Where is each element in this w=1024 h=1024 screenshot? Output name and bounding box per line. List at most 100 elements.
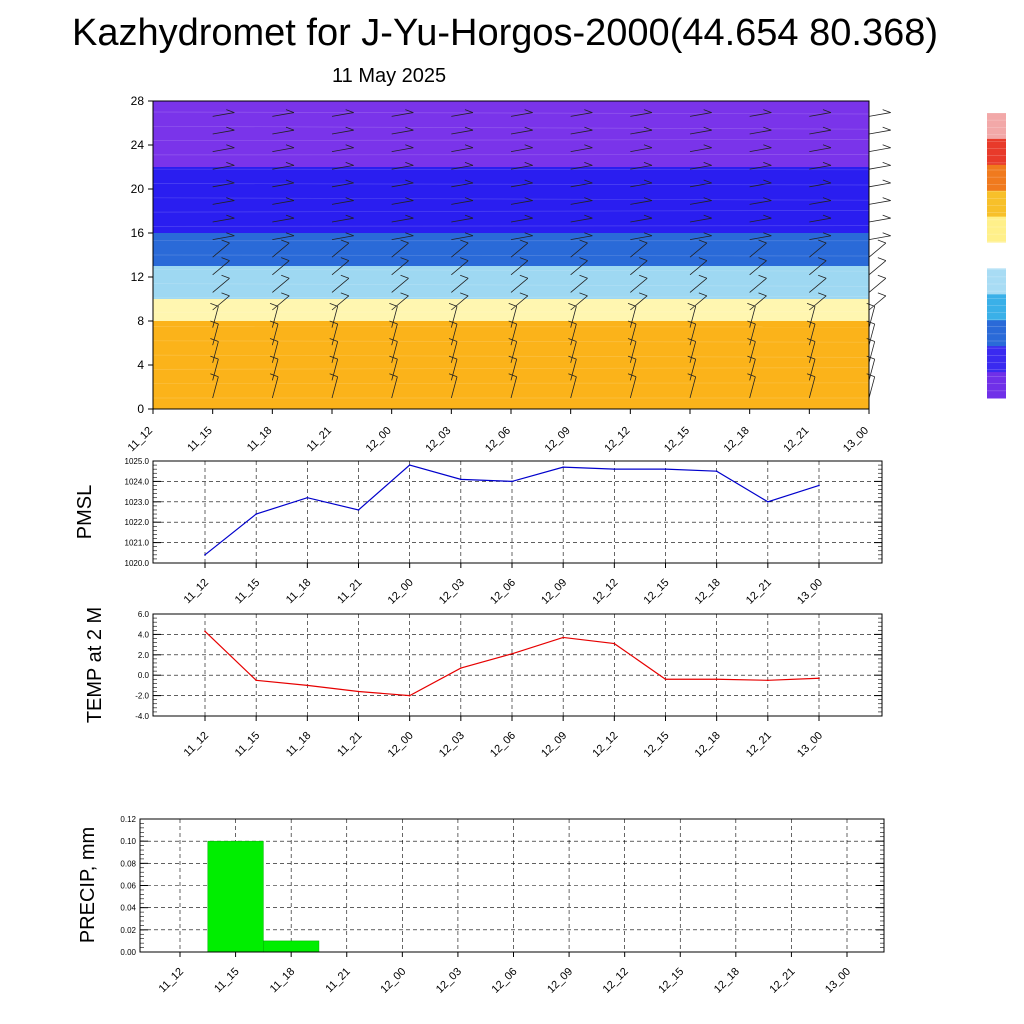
wind-barb [630,277,648,293]
wind-barb-flag [226,162,235,166]
contour-line [152,382,870,385]
x-tick-label: 12_18 [693,730,723,760]
wind-barb-flag [464,232,474,237]
x-tick-label: 12_00 [386,730,416,760]
wind-barb [630,242,648,258]
wind-barb [510,235,533,240]
data-point [715,678,718,681]
colorbar-swatch [987,268,1006,295]
wind-barb [630,112,653,117]
y-tick-label: 1025.0 [125,457,150,466]
wind-barb-flag [524,126,533,131]
wind-barb [808,323,816,346]
wind-barb [450,323,458,346]
wind-barb-flag [882,144,891,149]
wind-barb-flag [584,179,593,184]
wind-barb [868,182,891,188]
wind-barb-flag [763,179,772,184]
chart-subtitle: 11 May 2025 [332,65,447,87]
wind-barb [809,242,827,258]
x-tick-label: 12_09 [543,425,573,455]
heatmap-band [153,321,869,409]
bar [263,940,320,953]
wind-barb [450,306,458,328]
y-tick-label: -2.0 [135,692,149,701]
wind-barb-flag [763,197,772,201]
wind-barb-flag [758,239,767,244]
wind-barb [331,112,354,117]
wind-barb-flag [464,197,474,201]
wind-barb [272,182,295,188]
wind-barb [510,277,529,293]
wind-barb [272,235,295,240]
wind-barb [212,277,230,293]
x-tick-label: 12_00 [378,966,408,996]
y-tick-label: 4.0 [138,630,150,639]
wind-barb [212,242,230,258]
wind-barb [689,277,708,293]
y-axis-label: TEMP at 2 M [84,607,106,723]
wind-barb [868,359,876,381]
wind-barb [451,182,474,188]
wind-barb [391,260,409,276]
wind-barb [749,295,767,311]
wind-barb [510,323,518,346]
wind-barb [868,260,887,276]
wind-barb [331,217,354,223]
wind-barb-flag [822,232,832,237]
wind-barb [271,306,279,328]
wind-barb [451,112,474,117]
heatmap-panel: 0 4 8 12 16 20 24 28 11_12 11_15 11_18 11_21 12_00 12… [126,94,891,455]
y-tick-label: 1020.0 [125,559,150,568]
wind-barb-flag [882,179,891,184]
wind-barb [868,376,876,399]
wind-barb [272,147,295,152]
wind-barb [391,376,398,399]
wind-barb [510,341,518,363]
wind-barb-flag [584,144,593,149]
wind-barb [212,295,230,311]
wind-barb [689,295,708,311]
wind-barb [331,164,354,170]
wind-barb-flag [281,257,290,262]
data-point [511,652,513,655]
wind-barb [510,200,533,205]
wind-barb [212,200,235,205]
wind-barb [689,376,697,399]
x-tick-label: 13_00 [841,425,871,455]
x-tick-label: 11_12 [182,577,212,607]
wind-barb [391,235,414,240]
wind-barb-flag [822,197,832,201]
wind-barb-flag [698,239,707,244]
wind-barb [749,235,772,240]
wind-barb [450,341,458,363]
colorbar-swatch [987,190,1006,218]
wind-barb-flag [221,274,230,279]
data-point [460,667,462,669]
wind-barb-flag [524,214,533,219]
wind-barb-flag [285,109,295,113]
wind-barb [331,200,354,205]
wind-barb-flag [882,109,891,113]
wind-barb [570,260,588,276]
wind-barb-flag [340,257,349,262]
wind-barb-flag [460,239,469,244]
wind-barb [630,182,653,188]
colorbar-swatch [987,346,1006,373]
wind-barb [510,129,533,135]
x-tick-label: 12_12 [590,577,620,607]
wind-barb-flag [584,162,593,166]
wind-barb [391,306,398,328]
wind-barb [570,323,577,346]
colorbar-swatch [987,164,1006,192]
wind-barb-flag [345,126,354,131]
data-point [818,484,820,487]
wind-barb [331,306,339,328]
wind-barb-flag [882,126,891,131]
wind-barb [749,129,772,135]
wind-barb [689,182,712,188]
pmsl-panel: 1020.0 1021.0 1022.0 1023.0 1024.0 1025.0 11_1… [74,457,883,607]
wind-barb [510,242,529,258]
wind-barb [570,341,577,363]
wind-barb [212,260,230,276]
